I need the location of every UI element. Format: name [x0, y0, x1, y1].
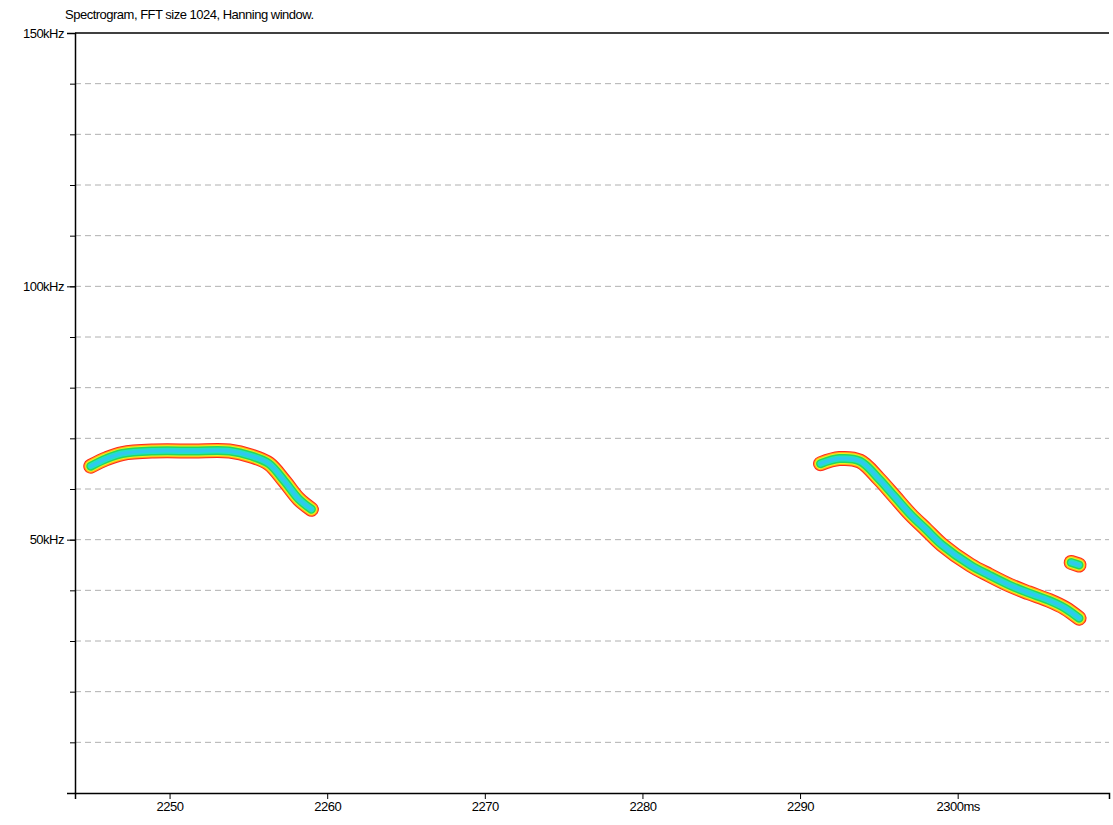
tick [70, 438, 75, 439]
tick [70, 84, 75, 85]
tick-mark [70, 742, 75, 743]
call-trace [1071, 562, 1079, 565]
tick-mark [327, 793, 328, 799]
call-trace [91, 450, 312, 509]
tick-mark [70, 236, 75, 237]
tick-mark [70, 692, 75, 693]
grid-line [75, 691, 1109, 692]
grid-line [75, 539, 1109, 540]
grid-line [75, 590, 1109, 591]
tick [70, 388, 75, 389]
y-axis: 50kHz 100kHz 150kHz [23, 26, 76, 794]
call-trace [821, 458, 1080, 618]
tick-label: 2280 [629, 799, 656, 814]
tick-mark [67, 33, 75, 34]
call-trace [1071, 562, 1079, 565]
call-trace [91, 450, 312, 509]
tick-mark [170, 793, 171, 799]
grid-line [75, 134, 1109, 135]
tick [70, 134, 75, 135]
tick: 150kHz [23, 26, 75, 41]
tick-label: 2250 [157, 799, 184, 814]
tick [70, 489, 75, 490]
tick-mark [70, 388, 75, 389]
tick: 2260 [314, 793, 341, 814]
call-trace [1071, 562, 1079, 565]
tick-mark [70, 438, 75, 439]
tick-mark [642, 793, 643, 799]
tick-label: 2290 [787, 799, 814, 814]
tick-mark [70, 84, 75, 85]
call-trace [91, 450, 312, 509]
call-trace [1071, 562, 1079, 565]
call-trace [1071, 562, 1079, 565]
tick-mark [70, 641, 75, 642]
plot: 50kHz 100kHz 150kHz 2250 2260 2270 2280 2290 230… [23, 26, 1110, 815]
grid-line [75, 235, 1109, 236]
call-trace [1071, 562, 1079, 565]
tick: 50kHz [30, 532, 75, 547]
tick [70, 236, 75, 237]
chart: 50kHz 100kHz 150kHz 2250 2260 2270 2280 2290 230… [0, 0, 1113, 825]
tick [70, 185, 75, 186]
tick [70, 337, 75, 338]
grid [75, 84, 1109, 743]
call-trace [821, 458, 1080, 618]
x-axis-line [76, 794, 1110, 800]
grid-line [75, 438, 1109, 439]
call-trace [821, 458, 1080, 618]
tick: 2300ms [937, 793, 981, 814]
call-trace [91, 450, 312, 509]
frame-top [75, 32, 1109, 34]
tick [70, 742, 75, 743]
tick-label: 2300ms [937, 799, 981, 814]
grid-line [75, 742, 1109, 743]
grid-line [75, 489, 1109, 490]
tick-label: 100kHz [23, 279, 64, 294]
tick-mark [67, 540, 75, 541]
call-trace [91, 450, 312, 509]
call-trace [91, 450, 312, 509]
tick [70, 590, 75, 591]
grid-line [75, 337, 1109, 338]
calls [91, 450, 1079, 618]
grid-line [75, 641, 1109, 642]
grid-line [75, 185, 1109, 186]
tick-mark [70, 590, 75, 591]
tick: 2280 [629, 793, 656, 814]
tick-mark [70, 489, 75, 490]
tick-mark [70, 337, 75, 338]
tick: 100kHz [23, 279, 75, 294]
tick-mark [70, 134, 75, 135]
tick-mark [800, 793, 801, 799]
y-minor-axis [70, 84, 75, 743]
title: Spectrogram, FFT size 1024, Hanning wind… [65, 7, 314, 22]
tick-mark [70, 185, 75, 186]
grid-line [75, 387, 1109, 388]
tick-label: 2270 [472, 799, 499, 814]
x-axis: 2250 2260 2270 2280 2290 2300ms [76, 793, 1110, 814]
tick-label: 2260 [314, 799, 341, 814]
tick-mark [958, 793, 959, 799]
call-trace [821, 458, 1080, 618]
grid-line [75, 286, 1109, 287]
tick-label: 150kHz [23, 26, 64, 41]
tick: 2270 [472, 793, 499, 814]
tick [70, 692, 75, 693]
call-trace [821, 458, 1080, 618]
call-trace [821, 458, 1080, 618]
tick-mark [67, 286, 75, 287]
tick: 2250 [157, 793, 184, 814]
grid-line [75, 83, 1109, 84]
tick: 2290 [787, 793, 814, 814]
tick-mark [485, 793, 486, 799]
y-axis-line [67, 34, 76, 794]
tick [70, 641, 75, 642]
tick-label: 50kHz [30, 532, 64, 547]
